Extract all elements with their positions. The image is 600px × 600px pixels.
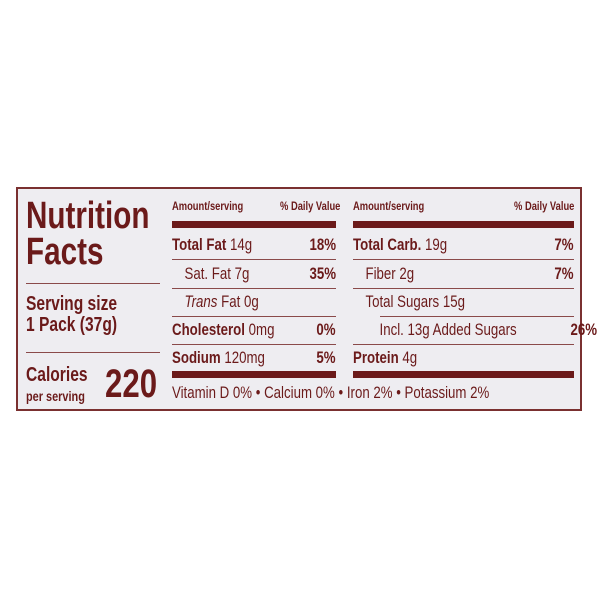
thick-bar <box>172 371 336 378</box>
nutrient-name: Total Fat <box>172 235 227 254</box>
nutrient-row-added-sugars: Incl. 13g Added Sugars 26% <box>353 318 597 342</box>
nutrient-dv: 5% <box>316 348 336 367</box>
title-line-1: Nutrition <box>26 195 150 237</box>
nutrient-dv: 7% <box>554 264 574 283</box>
nutrient-row-trans-fat: Trans Fat 0g <box>172 290 336 314</box>
nutrient-row-sodium: Sodium 120mg 5% <box>172 346 336 370</box>
nutrient-amount: 4g <box>402 348 418 367</box>
nutrient-amount: 2g <box>399 264 415 283</box>
dv-header: % Daily Value <box>280 199 341 213</box>
nutrient-dv: 26% <box>570 320 597 339</box>
nutrient-row-sat-fat: Sat. Fat 7g 35% <box>172 262 336 286</box>
divider <box>380 316 574 317</box>
nutrient-name: Trans <box>184 292 218 311</box>
header-left: Amount/serving % Daily Value <box>172 199 341 213</box>
calories-text: Calories <box>26 364 88 386</box>
nutrient-name: Incl. 13g Added Sugars <box>379 320 517 339</box>
nutrient-row-fiber: Fiber 2g 7% <box>353 262 574 286</box>
calories-label: Calories per serving <box>26 365 105 406</box>
nutrient-name: Cholesterol <box>172 320 245 339</box>
nutrition-facts-title: Nutrition Facts <box>26 195 184 273</box>
calories-sub: per serving <box>26 388 85 404</box>
thick-bar <box>172 221 336 228</box>
title-line-2: Facts <box>26 231 104 273</box>
divider <box>172 288 336 289</box>
nutrient-name: Protein <box>353 348 399 367</box>
divider <box>172 344 336 345</box>
nutrient-amount: 19g <box>424 235 448 254</box>
divider <box>26 352 160 353</box>
amount-header: Amount/serving <box>353 199 425 213</box>
nutrient-amount: 15g <box>442 292 466 311</box>
nutrient-name: Fiber <box>365 264 396 283</box>
nutrient-row-total-fat: Total Fat 14g 18% <box>172 233 336 257</box>
nutrient-amount: 7g <box>234 264 250 283</box>
footer-text: Vitamin D 0% • Calcium 0% • Iron 2% • Po… <box>172 383 490 402</box>
divider <box>353 259 574 260</box>
nutrient-amount: 120mg <box>224 348 265 367</box>
serving-label: Serving size <box>26 293 118 315</box>
calories-number: 220 <box>105 362 158 406</box>
nutrient-dv: 0% <box>316 320 336 339</box>
nutrient-dv: 18% <box>309 235 336 254</box>
nutrient-name: Total Sugars <box>365 292 440 311</box>
nutrient-name-2: Fat <box>221 292 241 311</box>
serving-size: Serving size 1 Pack (37g) <box>26 294 143 336</box>
nutrient-row-total-carb: Total Carb. 19g 7% <box>353 233 574 257</box>
divider <box>26 283 160 284</box>
nutrient-row-protein: Protein 4g <box>353 346 574 370</box>
dv-header: % Daily Value <box>513 199 574 213</box>
nutrient-dv: 35% <box>309 264 336 283</box>
header-right: Amount/serving % Daily Value <box>353 199 574 213</box>
divider <box>353 344 574 345</box>
divider <box>172 259 336 260</box>
divider <box>353 288 574 289</box>
nutrient-row-total-sugars: Total Sugars 15g <box>353 290 574 314</box>
nutrient-name: Total Carb. <box>353 235 422 254</box>
nutrient-amount: 0mg <box>248 320 275 339</box>
divider <box>172 316 336 317</box>
nutrient-name: Sat. Fat <box>184 264 231 283</box>
thick-bar <box>353 221 574 228</box>
amount-header: Amount/serving <box>172 199 244 213</box>
nutrient-name: Sodium <box>172 348 221 367</box>
vitamins-minerals: Vitamin D 0% • Calcium 0% • Iron 2% • Po… <box>172 383 579 403</box>
thick-bar <box>353 371 574 378</box>
nutrient-amount: 0g <box>243 292 259 311</box>
calories-value: 220 <box>105 362 172 406</box>
nutrient-row-cholesterol: Cholesterol 0mg 0% <box>172 318 336 342</box>
serving-value: 1 Pack (37g) <box>26 314 118 336</box>
nutrient-amount: 14g <box>229 235 253 254</box>
nutrient-dv: 7% <box>554 235 574 254</box>
